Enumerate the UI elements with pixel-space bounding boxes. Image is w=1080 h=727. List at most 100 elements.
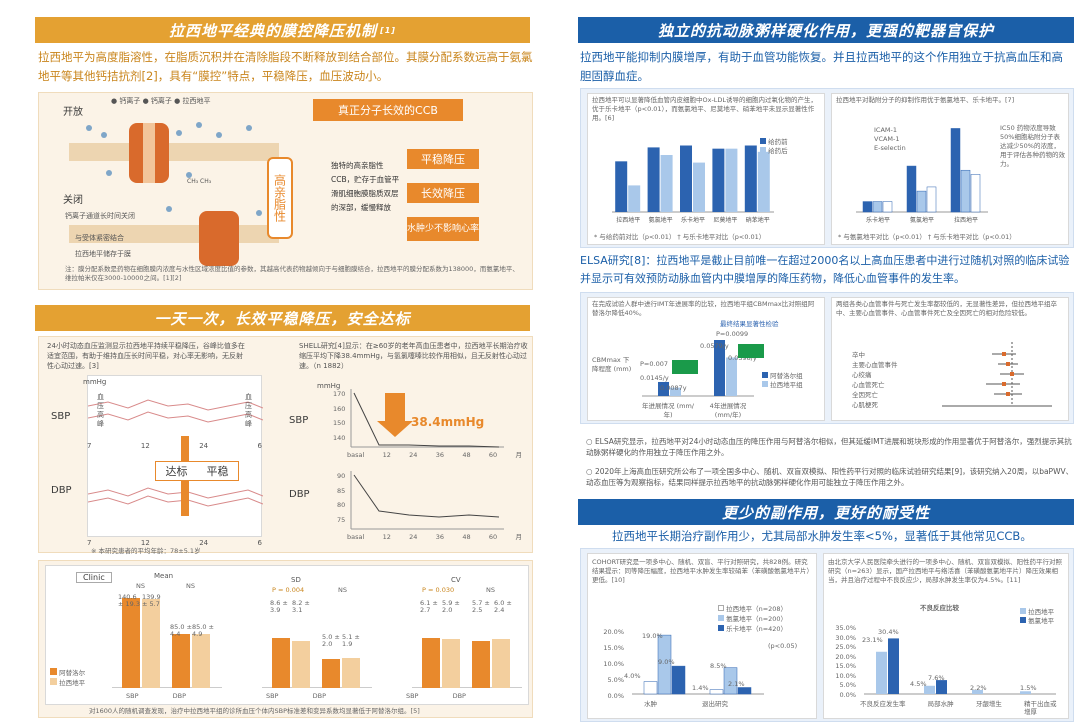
mechanism-title: 拉西地平经典的膜控降压机制 [169,21,378,40]
bar-dhp-svg-1-1 [916,190,927,213]
elsa-panel: 在完成试验人群中进行IMT年进展率的比较，拉西地平组CBMmax比对照组阿替洛尔… [580,292,1074,424]
bar-cv-sbp-l [442,639,460,688]
clinic-xcats: SBP DBP SBP DBP SBP DBP [126,692,466,700]
drop-arrow-shaft [385,393,405,421]
bar-cohort-svg-0-2 [671,665,686,695]
cbm-legend: 阿替洛尔组 拉西地平组 [762,372,803,390]
bar-ros-svg-1-1 [660,155,673,212]
bar-mean-sbp-a [122,598,140,688]
pku-chart-title: 不良反应比较 [920,604,959,612]
sd-val-3: 5.0 ± 2.0 [322,633,340,648]
shell-sbp-ticks: 170 160 150 140 [333,390,346,442]
elsa-bullet-1: ○ ELSA研究显示，拉西地平对24小时动态血压的降压作用与阿替洛尔相似，但其延… [586,437,1072,457]
sd-val-1: 8.6 ± 3.9 [270,599,288,614]
cohort-xcat-2: 退出研究 [702,700,728,708]
bar-ros-svg-2-1 [693,162,705,212]
bar-pku-svg-0-1 [888,638,899,694]
pku-caption: 由北京大学人民医院牵头进行的一项多中心、随机、双盲双模拟、阳性药平行对照研究（n… [828,558,1062,584]
mechanism-legend: ● 钙离子 ● 钙离子 ● 拉西地平 [111,97,211,105]
closed-channel-icon [199,211,239,266]
cohort-p: (p<0.05) [768,642,798,650]
shell-xticks-top: basal 12 24 36 48 60 月 [347,451,522,459]
cbm-arrow-icon-2 [738,344,764,358]
bar-sd-dbp-l [342,658,360,688]
bar-ros-svg-0-0 [615,161,628,212]
mean-title: Mean [154,572,174,580]
cohort-val-5: 8.5% [710,662,727,670]
pku-box: 由北京大学人民医院牵头进行的一项多中心、随机、双盲双模拟、阳性药平行对照研究（n… [823,553,1069,719]
pku-legend: 拉西地平 氨氯地平 [1020,608,1054,626]
pku-val-4: 7.6% [928,674,945,682]
mechanism-lead: 拉西地平为高度脂溶性，在脂质沉积并在清除脂段不断释放到结合部位。其膜分配系数远高… [38,50,533,83]
bar-mean-dbp-a [172,634,190,688]
cbm-caption: 在完成试验人群中进行IMT年进展率的比较，拉西地平组CBMmax比对照组阿替洛尔… [592,300,815,317]
sd-ns: NS [338,586,347,594]
bar-cohort-svg-0-1 [657,634,672,695]
mean-val-3: 85.0 ± 4.4 [170,623,192,638]
target-badge: 达标 平稳 [155,461,239,481]
drop-arrow-icon [377,421,413,437]
cbm-p2: P=0.007 [640,360,668,368]
section-header-mechanism: 拉西地平经典的膜控降压机制 [1] [35,17,530,43]
ccb-badge: 真正分子长效的CCB [313,99,463,121]
bar-ros-svg-1-0 [647,147,660,212]
peak-label-left: 血压高峰 [97,393,104,428]
sd-val-4: 5.1 ± 1.9 [342,633,360,648]
pku-val-2: 30.4% [878,628,899,636]
bar-mean-dbp-l [192,634,210,688]
abpm-caption: ※ 本研究患者的平均年龄：78±5.1岁 [91,547,201,555]
section-header-once-daily: 一天一次，长效平稳降压，安全达标 [35,305,530,331]
shell-chart [350,389,504,530]
dhp-note: * 与氨氯地平对比（p<0.01） † 与乐卡地平对比（p<0.01） [838,233,1016,241]
pku-val-6: 1.5% [1020,684,1037,692]
bar-cbm-svg-1-1 [726,357,737,396]
cohort-caption: COHORT研究是一项多中心、随机、双盲、平行对照研究，共828例。研究结果提示… [592,558,810,584]
mean-val-2: 139.9 ± 5.7 [142,593,161,608]
cohort-box: COHORT研究是一项多中心、随机、双盲、平行对照研究，共828例。研究结果提示… [587,553,817,719]
bar-sd-dbp-a [322,659,340,688]
tick-label: 乐卡地平 [866,216,890,224]
clinic-label: Clinic [76,572,112,583]
cbm-label-1: 0.0145/y [640,374,669,382]
cbm-chart [642,340,754,397]
tick-label: 氨氯地平 [649,216,673,224]
cv-val-2: 5.9 ± 2.0 [442,599,460,614]
bar-cbm-svg-1-0 [714,340,725,396]
effect-edema: 水肿少不影响心率 [407,217,479,241]
clinic-legend: 阿替洛尔 拉西地平 [50,668,85,688]
cbm-xcat-2: 4年进展情况 (mm/年) [709,402,747,419]
bar-cohort-svg-1-0 [709,689,724,695]
tick-label: 硝苯地平 [746,216,770,224]
shell-dbp-label: DBP [289,489,310,500]
tolerance-panel: COHORT研究是一项多中心、随机、双盲、平行对照研究，共828例。研究结果提示… [580,548,1074,722]
right-column: 独立的抗动脉粥样硬化作用，更强的靶器官保护 拉西地平能抑制内膜增厚，有助于血管功… [540,0,1080,727]
abpm-xticks-top: 7 12 24 6 [87,442,262,450]
pku-yticks: 35.0% 30.0% 25.0% 20.0% 15.0% 10.0% 5.0% 0.0% [835,624,856,699]
cv-p: P = 0.030 [422,586,455,594]
close-label: 关闭 [63,195,83,206]
svg-text:CH₃ CH₃: CH₃ CH₃ [187,178,212,185]
ros-caption: 拉西地平可以显著降低血管内皮细胞中Ox-LDL诱导的细胞内过氧化物的产生，优于乐… [592,96,818,122]
tick-label: 尼莫地平 [713,216,737,224]
bar-dhp-svg-0-0 [862,201,873,213]
cohort-val-2: 19.0% [642,632,663,640]
forest-rows: 卒中 主要心血管事件 心绞痛 心血管死亡 全因死亡 心肌梗死 [852,351,898,409]
label-receptor: 与受体紧密结合 [75,234,124,242]
bar-pku-svg-1-0 [924,685,935,694]
bar-dhp-svg-1-0 [906,165,917,213]
label-channel-closed: 钙离子通道长时间关闭 [65,212,135,220]
abpm-sbp-label: SBP [51,411,71,422]
bar-sd-sbp-l [292,641,310,688]
shell-sbp-label: SBP [289,415,309,426]
bar-dhp-svg-0-2 [882,201,893,213]
shell-unit: mmHg [317,382,341,390]
pku-chart [864,638,1056,695]
section-header-tolerance: 更少的副作用，更好的耐受性 [578,499,1074,525]
bar-pku-svg-1-1 [936,680,947,694]
abpm-desc: 24小时动态血压监测显示拉西地平持续平稳降压，谷峰比值多在适宜范围，有助于维持血… [47,342,245,370]
athero-panel: 拉西地平可以显著降低血管内皮细胞中Ox-LDL诱导的细胞内过氧化物的产生，优于乐… [580,88,1074,248]
bar-pku-svg-2-0 [972,689,983,694]
bar-cv-dbp-a [472,641,490,688]
clinic-bars [112,598,522,688]
elsa-lead: ELSA研究[8]：拉西地平是截止目前唯一在超过2000名以上高血压患者中进行过… [580,254,1070,285]
